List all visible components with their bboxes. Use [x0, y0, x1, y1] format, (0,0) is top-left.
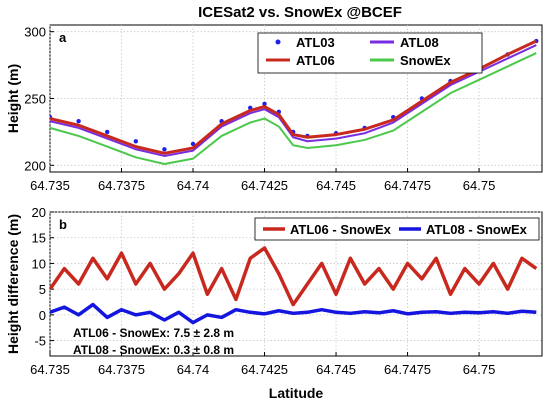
y-tick-label: 250 [24, 92, 46, 107]
panel-b-height-difference: 64.735 64.7375 64.74 64.7425 64.745 64.7475 64… [5, 205, 543, 401]
x-tick-label: 64.74 [177, 362, 210, 377]
legend-label-atl03: ATL03 [296, 35, 335, 50]
point-atl03 [162, 147, 167, 152]
y-axis-label-a: Height (m) [5, 64, 21, 133]
x-tick-label: 64.74 [177, 178, 210, 193]
legend-label-atl08-snowex: ATL08 - SnowEx [426, 222, 528, 237]
point-atl03 [133, 139, 139, 144]
y-tick-label: 300 [24, 25, 46, 40]
legend-marker-atl03 [275, 39, 281, 45]
point-atl03 [190, 141, 196, 147]
legend-label-snowex: SnowEx [400, 53, 451, 68]
series-group-b [50, 246, 538, 325]
series-line-snowex [50, 52, 537, 165]
y-tick-label: -5 [34, 334, 46, 349]
y-tick-label: 200 [24, 158, 46, 173]
figure-title: ICESat2 vs. SnowEx @BCEF [198, 4, 402, 21]
x-tick-label: 64.7475 [384, 362, 431, 377]
x-tick-label: 64.7475 [384, 178, 431, 193]
series-line-atl08 [50, 44, 537, 157]
annotation-1: ATL06 - SnowEx: 7.5 ± 2.8 m [73, 326, 234, 340]
y-tick-label: 5 [39, 282, 46, 297]
series-group-a [50, 38, 539, 165]
legend-label-atl06: ATL06 [296, 53, 335, 68]
panel-letter-b: b [59, 217, 67, 232]
point-atl03 [76, 119, 81, 124]
x-tick-label: 64.745 [316, 178, 356, 193]
x-tick-label: 64.7375 [98, 362, 145, 377]
y-tick-label: 10 [32, 256, 46, 271]
x-tick-label: 64.745 [316, 362, 356, 377]
legend-label-atl06-snowex: ATL06 - SnowEx [290, 222, 392, 237]
series-line-atl06-snowex [50, 246, 538, 307]
y-axis-label-b: Height difference (m) [5, 214, 21, 354]
legend-b [254, 217, 540, 241]
point-atl03 [262, 101, 267, 107]
series-line-atl06 [50, 39, 537, 155]
panel-a-height: 64.735 64.7375 64.74 64.7425 64.745 64.7475 64… [5, 24, 543, 193]
y-tick-label: 0 [39, 308, 46, 323]
panel-letter-a: a [59, 30, 67, 45]
y-tick-label: 15 [32, 231, 46, 246]
x-tick-label: 64.7425 [241, 362, 288, 377]
x-tick-label: 64.75 [463, 178, 496, 193]
legend-label-atl08: ATL08 [400, 35, 439, 50]
y-tick-label: 20 [32, 205, 46, 220]
annotation-2: ATL08 - SnowEx: 0.3 ± 0.8 m [73, 343, 234, 357]
legend-a [257, 32, 483, 74]
series-line-atl08-snowex [50, 302, 537, 325]
x-tick-label: 64.735 [30, 362, 70, 377]
x-tick-label: 64.7425 [241, 178, 288, 193]
x-tick-label: 64.735 [30, 178, 70, 193]
point-atl03 [105, 129, 110, 135]
x-tick-label: 64.7375 [98, 178, 145, 193]
x-tick-label: 64.75 [463, 362, 496, 377]
x-axis-label-b: Latitude [269, 385, 324, 401]
